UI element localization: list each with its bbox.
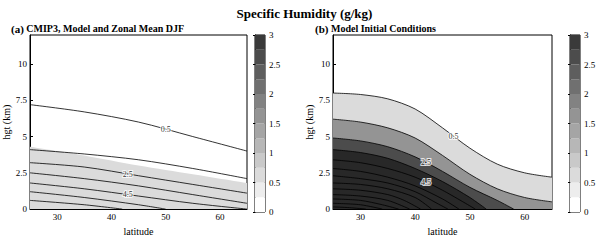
svg-text:2.5: 2.5 — [421, 158, 431, 167]
svg-text:hgt (km): hgt (km) — [304, 105, 316, 140]
svg-text:CMIP3, Model and Zonal Mean DJ: CMIP3, Model and Zonal Mean DJF — [24, 23, 184, 34]
svg-text:3: 3 — [269, 30, 274, 40]
svg-text:1: 1 — [269, 148, 274, 158]
svg-text:Specific Humidity (g/kg): Specific Humidity (g/kg) — [237, 6, 373, 21]
svg-text:2.5: 2.5 — [319, 168, 331, 178]
svg-text:30: 30 — [356, 212, 366, 222]
svg-text:5: 5 — [23, 132, 28, 142]
svg-text:10: 10 — [321, 59, 331, 69]
svg-text:0.5: 0.5 — [161, 125, 171, 134]
svg-text:0: 0 — [326, 204, 331, 214]
svg-text:1.5: 1.5 — [584, 119, 596, 129]
svg-text:2: 2 — [269, 89, 274, 99]
svg-text:2.5: 2.5 — [123, 170, 133, 179]
svg-text:0.5: 0.5 — [584, 178, 596, 188]
svg-text:1.5: 1.5 — [269, 119, 281, 129]
svg-text:0: 0 — [584, 207, 589, 217]
svg-text:0.5: 0.5 — [448, 132, 458, 141]
svg-text:30: 30 — [53, 212, 63, 222]
svg-text:2.5: 2.5 — [269, 60, 281, 70]
svg-text:10: 10 — [18, 59, 28, 69]
svg-text:0: 0 — [23, 204, 28, 214]
svg-text:40: 40 — [107, 212, 117, 222]
svg-text:Model Initial Conditions: Model Initial Conditions — [328, 23, 436, 34]
svg-text:2.5: 2.5 — [584, 60, 596, 70]
svg-text:4.5: 4.5 — [123, 190, 133, 199]
svg-text:(a): (a) — [11, 23, 24, 36]
svg-text:latitude: latitude — [124, 226, 155, 237]
svg-text:3: 3 — [584, 30, 589, 40]
svg-text:50: 50 — [465, 212, 475, 222]
svg-text:2.5: 2.5 — [16, 168, 28, 178]
svg-text:0.5: 0.5 — [269, 178, 281, 188]
svg-text:40: 40 — [411, 212, 421, 222]
svg-text:latitude: latitude — [428, 226, 459, 237]
svg-text:5: 5 — [326, 132, 331, 142]
svg-text:hgt (km): hgt (km) — [1, 105, 13, 140]
svg-text:4.5: 4.5 — [421, 178, 431, 187]
svg-text:50: 50 — [161, 212, 171, 222]
svg-text:60: 60 — [215, 212, 225, 222]
svg-text:(b): (b) — [315, 23, 329, 36]
svg-text:2: 2 — [584, 89, 589, 99]
svg-text:60: 60 — [520, 212, 530, 222]
svg-text:7.5: 7.5 — [319, 95, 331, 105]
svg-text:1: 1 — [584, 148, 589, 158]
svg-text:7.5: 7.5 — [16, 95, 28, 105]
svg-text:0: 0 — [269, 207, 274, 217]
